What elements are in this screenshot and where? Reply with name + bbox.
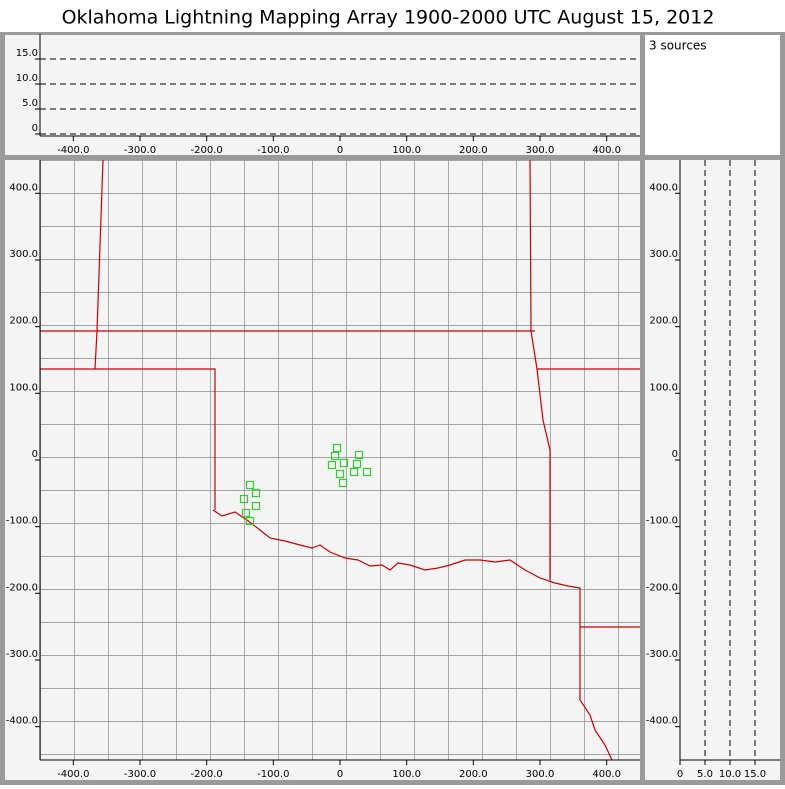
lightning-source <box>352 459 362 469</box>
x-tick-label: 0 <box>337 769 343 780</box>
x-tick-label: 100.0 <box>392 145 421 156</box>
x-tick-label: 200.0 <box>459 145 488 156</box>
y-tick-label: 400.0 <box>649 182 678 193</box>
lightning-source <box>349 467 359 477</box>
lightning-source <box>251 501 261 511</box>
y-tick-label: 0 <box>32 123 38 134</box>
y-tick-label: 5.0 <box>22 98 38 109</box>
y-tick-label: 200.0 <box>9 316 38 327</box>
y-tick-label: -300.0 <box>646 649 678 660</box>
lightning-source <box>239 494 249 504</box>
x-tick-label: 400.0 <box>592 145 621 156</box>
y-tick-label: 300.0 <box>649 249 678 260</box>
lightning-source <box>330 451 340 461</box>
info-panel <box>645 35 780 155</box>
side-panel <box>645 160 780 780</box>
lightning-source <box>339 458 349 468</box>
lightning-source <box>327 460 337 470</box>
y-tick-label: -400.0 <box>6 716 38 727</box>
x-tick-label: -100.0 <box>257 145 289 156</box>
y-tick-label: 300.0 <box>9 249 38 260</box>
chart-title: Oklahoma Lightning Mapping Array 1900-20… <box>62 7 715 29</box>
y-tick-label: -100.0 <box>6 516 38 527</box>
lightning-source <box>245 480 255 490</box>
lightning-source <box>251 488 261 498</box>
lightning-source <box>338 478 348 488</box>
y-tick-label: -400.0 <box>646 716 678 727</box>
y-tick-label: 100.0 <box>9 382 38 393</box>
source-count: 3 sources <box>649 39 707 53</box>
y-tick-label: 200.0 <box>649 316 678 327</box>
top-panel <box>5 35 640 155</box>
x-tick-label: 10.0 <box>719 769 741 780</box>
x-tick-label: 400.0 <box>592 769 621 780</box>
lightning-source <box>245 516 255 526</box>
y-tick-label: -300.0 <box>6 649 38 660</box>
x-tick-label: 300.0 <box>526 145 555 156</box>
lightning-source <box>332 443 342 453</box>
x-tick-label: -400.0 <box>57 769 89 780</box>
y-tick-label: 10.0 <box>16 73 38 84</box>
x-tick-label: 200.0 <box>459 769 488 780</box>
x-tick-label: 0 <box>337 145 343 156</box>
lightning-source <box>362 467 372 477</box>
y-tick-label: 0 <box>672 449 678 460</box>
y-tick-label: -200.0 <box>6 582 38 593</box>
x-tick-label: 5.0 <box>697 769 713 780</box>
lightning-source <box>354 450 364 460</box>
x-tick-label: -200.0 <box>191 769 223 780</box>
title-bar <box>0 0 785 32</box>
lightning-source <box>335 469 345 479</box>
x-tick-label: -400.0 <box>57 145 89 156</box>
y-tick-label: -200.0 <box>646 582 678 593</box>
lightning-source <box>241 508 251 518</box>
x-tick-label: -300.0 <box>124 769 156 780</box>
y-tick-label: 400.0 <box>9 182 38 193</box>
state-borders <box>40 160 640 760</box>
x-tick-label: -200.0 <box>191 145 223 156</box>
y-tick-label: 15.0 <box>16 48 38 59</box>
y-tick-label: -100.0 <box>646 516 678 527</box>
x-tick-label: 100.0 <box>392 769 421 780</box>
y-tick-label: 0 <box>32 449 38 460</box>
x-tick-label: 15.0 <box>744 769 766 780</box>
x-tick-label: -300.0 <box>124 145 156 156</box>
x-tick-label: 300.0 <box>526 769 555 780</box>
x-tick-label: 0 <box>677 769 683 780</box>
y-tick-label: 100.0 <box>649 382 678 393</box>
x-tick-label: -100.0 <box>257 769 289 780</box>
